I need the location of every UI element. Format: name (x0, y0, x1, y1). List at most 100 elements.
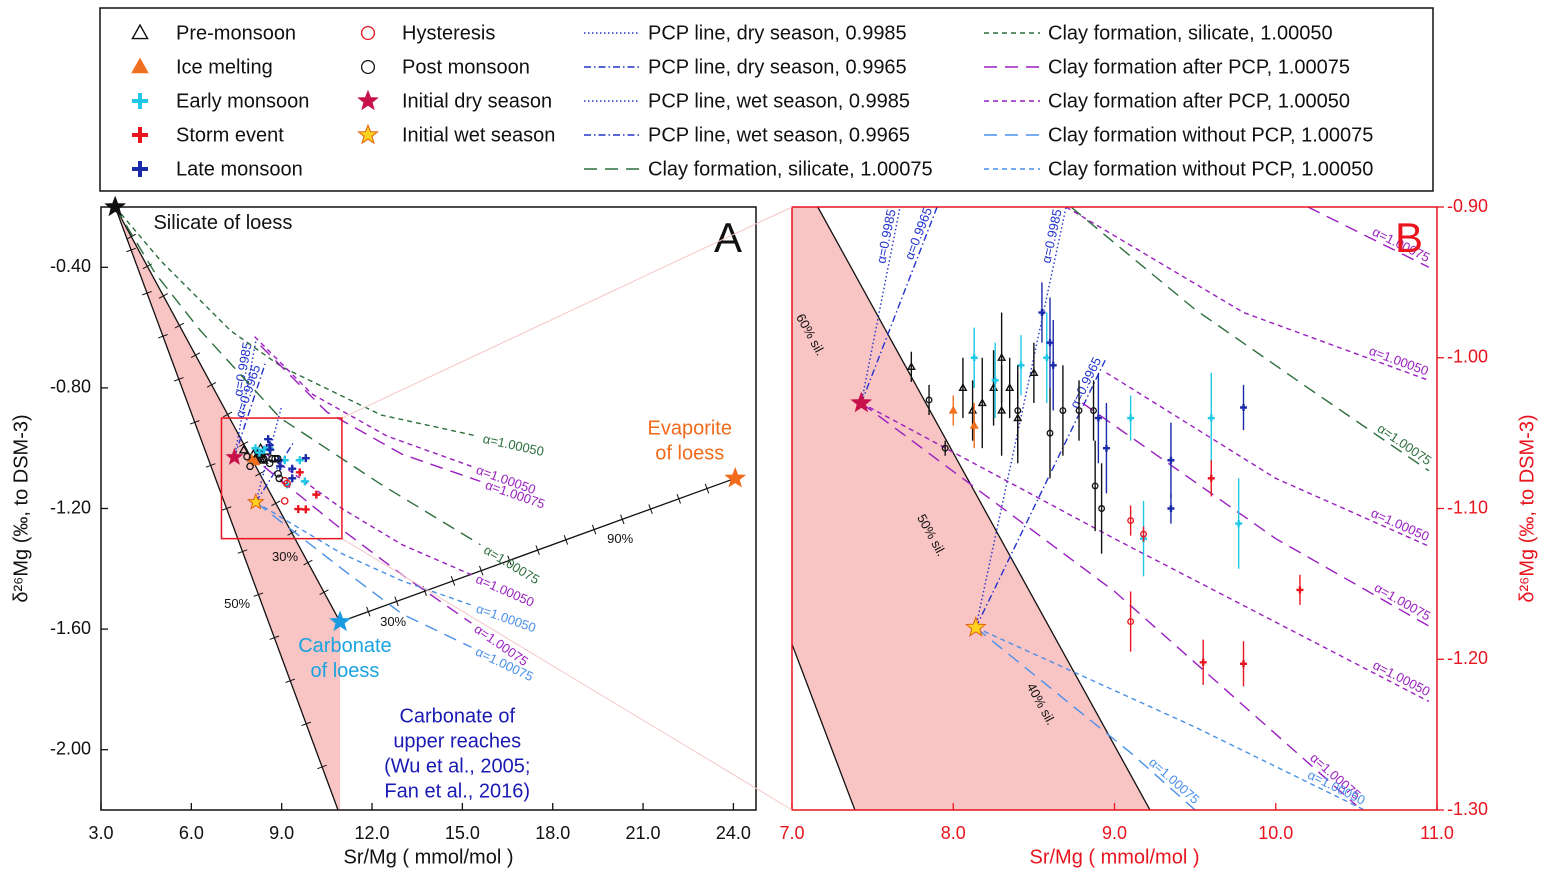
y-tick-label: -1.00 (1447, 347, 1488, 367)
data-point (312, 490, 321, 499)
x-tick-label: 9.0 (269, 823, 294, 843)
data-point (300, 477, 309, 486)
data-point (288, 464, 297, 473)
curve-label: α=1.00075 (1146, 754, 1202, 806)
data-point (941, 444, 949, 452)
data-point (275, 474, 284, 483)
curve-label: α=1.00050 (1367, 343, 1430, 378)
legend-marker (357, 123, 379, 145)
mixing-tick (317, 764, 327, 770)
annotation-line: of loess (655, 443, 724, 465)
data-point (1167, 505, 1175, 512)
data-point (850, 391, 873, 413)
mixing-tick (301, 721, 312, 727)
data-point (1207, 414, 1215, 422)
legend-label: Clay formation without PCP, 1.00075 (1048, 124, 1373, 146)
data-point (271, 454, 279, 463)
mixing-tick (253, 592, 264, 597)
legend-label: Late monsoon (176, 158, 303, 180)
mixing-tick (287, 530, 297, 536)
legend-marker (132, 161, 148, 177)
mixing-tick (205, 463, 216, 468)
data-point (1029, 367, 1039, 376)
annotation-line: Evaporite (647, 418, 732, 440)
mixing-tick (563, 534, 569, 545)
x-tick-label: 12.0 (355, 823, 390, 843)
data-point (1046, 429, 1054, 437)
data-point (969, 420, 979, 429)
legend-label: Hysteresis (402, 22, 495, 44)
data-point (1240, 403, 1247, 411)
data-point (948, 405, 958, 414)
data-point (246, 462, 254, 471)
legend-label: Clay formation after PCP, 1.00050 (1048, 90, 1350, 112)
legend-box (99, 7, 1434, 192)
data-point (301, 454, 310, 463)
legend-marker (360, 59, 376, 75)
data-point (1046, 339, 1054, 347)
x-tick-label: 7.0 (779, 823, 804, 843)
mixing-tick (271, 500, 281, 507)
data-point (301, 505, 310, 514)
legend-label: Initial dry season (402, 90, 552, 112)
annotation-line: (Wu et al., 2005; (384, 756, 530, 778)
mixing-label: 90% (607, 531, 633, 546)
data-point (1127, 618, 1135, 626)
mixing-tick (255, 470, 265, 477)
mixing-tick (126, 247, 136, 253)
legend-label: Pre-monsoon (176, 22, 296, 44)
mixing-tick (221, 506, 232, 511)
data-point (1199, 658, 1207, 666)
legend-label: Post monsoon (402, 56, 530, 78)
data-point (250, 456, 261, 466)
legend-marker (360, 25, 376, 41)
mixing-line (817, 207, 1151, 810)
legend-marker (132, 93, 148, 109)
y-axis-title: δ²⁶Mg (‰, to DSM-3) (1516, 414, 1538, 602)
data-point (1017, 361, 1025, 369)
model-curve (254, 336, 472, 467)
data-point (1059, 407, 1067, 414)
model-curve (860, 402, 1430, 703)
mixing-tick (676, 493, 681, 504)
mixing-tick (206, 381, 217, 388)
annotation: Carbonate of loess (298, 635, 391, 682)
annotation-line: of loess (310, 660, 379, 682)
legend-label: PCP line, wet season, 0.9985 (648, 90, 910, 112)
mixing-tick (303, 559, 313, 566)
mixing-tick (222, 411, 233, 418)
data-point (295, 456, 304, 465)
legend-label: Clay formation, silicate, 1.00075 (648, 158, 933, 180)
annotation-line: Fan et al., 2016) (384, 781, 530, 803)
data-point (1207, 474, 1215, 482)
curve-label: α=1.00050 (1371, 657, 1433, 699)
legend-marker (132, 127, 148, 143)
legend-marker (131, 23, 149, 40)
model-curve (975, 627, 1196, 810)
curve-label: α=0.9985 (873, 208, 898, 265)
zoom-link (341, 538, 793, 811)
zoom-box (220, 417, 343, 540)
curve-label: α=1.00050 (481, 431, 545, 459)
x-axis-title: Sr/Mg ( mmol/mol ) (1030, 846, 1200, 868)
mixing-tick (450, 575, 456, 586)
mixing-tick (319, 589, 329, 596)
data-point (1167, 456, 1175, 464)
data-point (925, 396, 933, 404)
legend-label: PCP line, dry season, 0.9965 (648, 56, 907, 78)
legend-marker (357, 89, 379, 111)
data-point (1005, 382, 1015, 392)
end-member (104, 195, 127, 217)
data-point (258, 454, 269, 464)
y-tick-label: -1.30 (1447, 799, 1488, 819)
y-tick-label: -2.00 (50, 738, 91, 758)
data-point (288, 474, 297, 483)
mixing-tick (620, 514, 625, 525)
data-point (997, 405, 1007, 414)
legend-label: Clay formation without PCP, 1.00050 (1048, 158, 1373, 180)
end-member (724, 466, 747, 488)
data-point (266, 445, 275, 454)
model-curve (860, 207, 938, 404)
data-point (1090, 407, 1097, 414)
mixing-tick (142, 290, 152, 296)
